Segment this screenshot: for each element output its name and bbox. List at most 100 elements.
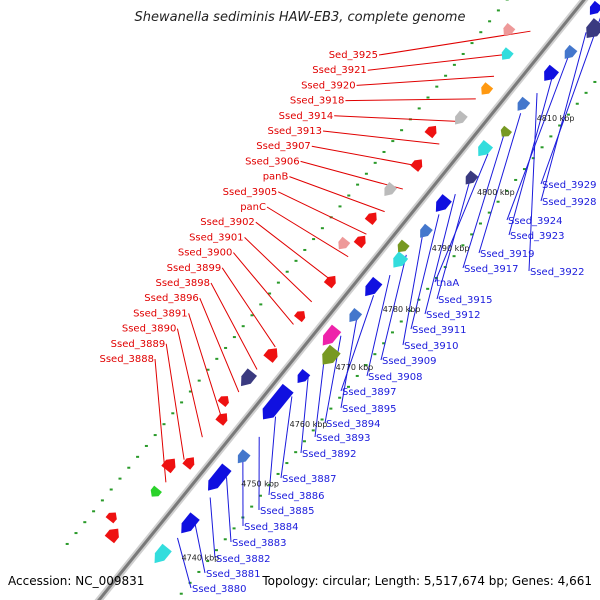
tick-mark xyxy=(549,135,553,138)
genome-summary-text: Topology: circular; Length: 5,517,674 bp… xyxy=(262,574,592,588)
forward-leader-line xyxy=(334,115,458,122)
reverse-gene-label: Ssed_3924 xyxy=(508,216,563,227)
forward-gene xyxy=(481,82,494,95)
reverse-gene-label: Ssed_3910 xyxy=(404,341,459,352)
reverse-gene-label: Ssed_3885 xyxy=(260,506,315,517)
reverse-gene-label: Ssed_3884 xyxy=(244,522,299,533)
accession-text: Accession: NC_009831 xyxy=(8,574,145,588)
forward-leader-line xyxy=(277,191,367,235)
tick-mark xyxy=(268,292,272,295)
forward-gene xyxy=(323,275,336,289)
tick-mark xyxy=(144,444,148,447)
tick-mark xyxy=(180,401,184,404)
tick-mark xyxy=(347,194,351,197)
scale-label: 4790 kbp xyxy=(432,244,470,253)
reverse-gene xyxy=(420,223,433,238)
forward-gene-label: Ssed_3899 xyxy=(167,263,222,274)
forward-gene xyxy=(215,413,228,426)
forward-leader-line xyxy=(221,267,276,348)
tick-mark xyxy=(364,172,368,175)
reverse-leader-line xyxy=(434,153,489,283)
tick-mark xyxy=(127,466,131,469)
reverse-gene xyxy=(478,139,494,157)
tick-mark xyxy=(417,107,421,110)
forward-leader-line xyxy=(154,358,167,483)
forward-gene-label: Ssed_3901 xyxy=(189,232,244,243)
tick-mark xyxy=(92,510,96,513)
reverse-gene-label: Ssed_3919 xyxy=(480,249,535,260)
reverse-leader-line xyxy=(268,416,277,496)
forward-gene xyxy=(501,47,514,60)
reverse-leader-line xyxy=(402,234,424,346)
tick-mark xyxy=(399,320,403,323)
reverse-gene xyxy=(397,239,410,253)
reverse-gene xyxy=(544,64,559,81)
tick-mark xyxy=(417,298,421,301)
reverse-leader-line xyxy=(462,133,505,269)
reverse-leader-line xyxy=(209,497,216,559)
tick-mark xyxy=(285,270,289,273)
tick-mark xyxy=(346,385,350,388)
tick-mark xyxy=(302,440,306,443)
forward-leader-line xyxy=(266,206,349,258)
scale-label: 4740 kbp xyxy=(182,554,220,563)
tick-mark xyxy=(329,407,333,410)
forward-leader-line xyxy=(367,53,513,71)
forward-gene-label: Ssed_3918 xyxy=(290,96,345,107)
reverse-leader-line xyxy=(280,396,293,479)
tick-mark xyxy=(461,244,465,247)
tick-mark xyxy=(461,52,465,55)
reverse-gene xyxy=(589,0,600,15)
reverse-gene xyxy=(500,125,513,137)
tick-mark xyxy=(470,42,474,45)
tick-mark xyxy=(338,396,342,399)
reverse-gene xyxy=(393,251,409,268)
reverse-gene-label: Ssed_3894 xyxy=(326,419,381,430)
reverse-gene-label: Ssed_3909 xyxy=(382,356,437,367)
reverse-gene xyxy=(322,344,341,365)
reverse-leader-line xyxy=(436,173,473,300)
tick-mark xyxy=(426,96,430,99)
tick-mark xyxy=(391,140,395,143)
tick-mark xyxy=(223,538,227,541)
reverse-gene xyxy=(181,512,200,534)
reverse-gene xyxy=(262,383,294,420)
reverse-gene xyxy=(349,307,363,323)
forward-gene xyxy=(338,236,351,250)
reverse-gene xyxy=(586,18,600,39)
reverse-leader-line xyxy=(380,254,407,361)
tick-mark xyxy=(162,423,166,426)
reverse-gene-label: Ssed_3915 xyxy=(438,295,493,306)
tick-mark xyxy=(355,374,359,377)
forward-gene-label: Sed_3925 xyxy=(329,50,378,61)
reverse-gene xyxy=(564,44,578,59)
tick-mark xyxy=(356,183,360,186)
reverse-gene xyxy=(465,170,479,185)
reverse-leader-line xyxy=(226,477,232,543)
tick-mark xyxy=(373,161,377,164)
forward-leader-line xyxy=(300,160,403,190)
tick-mark xyxy=(390,331,394,334)
forward-leader-line xyxy=(199,298,240,393)
tick-mark xyxy=(214,549,218,552)
tick-mark xyxy=(593,80,597,83)
tick-mark xyxy=(303,248,307,251)
scale-label: 4780 kbp xyxy=(383,305,421,314)
reverse-leader-line xyxy=(340,315,358,409)
tick-mark xyxy=(250,505,254,508)
tick-mark xyxy=(188,390,192,393)
reverse-leader-line xyxy=(314,355,326,438)
forward-gene-label: Ssed_3906 xyxy=(245,156,300,167)
forward-leader-line xyxy=(233,252,294,325)
forward-gene xyxy=(455,110,468,125)
scale-labels: 4740 kbp 4750 kbp 4760 kbp 4770 kbp 4780 kbp… xyxy=(182,114,575,562)
tick-mark xyxy=(153,434,157,437)
reverse-gene-label: Ssed_3908 xyxy=(368,372,423,383)
tick-mark xyxy=(487,211,491,214)
forward-gene xyxy=(503,22,516,36)
tick-mark xyxy=(285,462,289,465)
forward-gene-label: Ssed_3888 xyxy=(99,354,154,365)
tick-mark xyxy=(250,314,254,317)
tick-mark xyxy=(312,238,316,241)
reverse-leader-line xyxy=(324,335,342,424)
